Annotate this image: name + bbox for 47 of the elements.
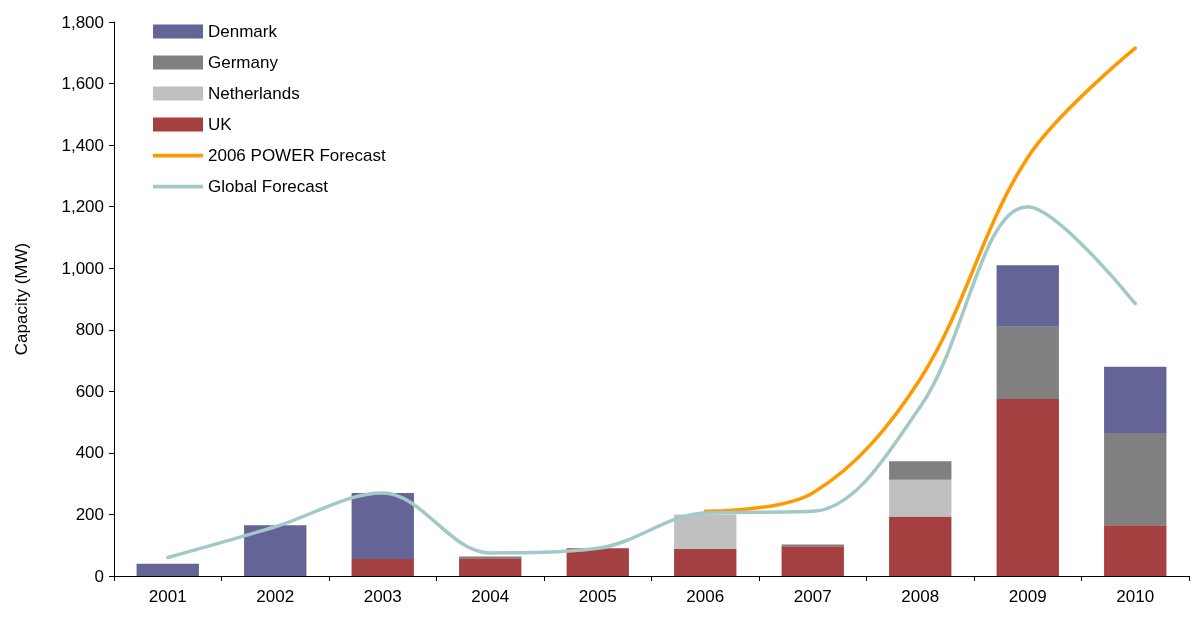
x-tick-label: 2005 <box>578 587 617 606</box>
x-tick-label: 2010 <box>1116 587 1155 606</box>
bar <box>459 558 522 576</box>
y-axis-title: Capacity (MW) <box>12 242 31 356</box>
bar <box>566 548 629 576</box>
bar <box>996 326 1059 400</box>
y-tick-label: 1,000 <box>61 258 104 278</box>
y-tick-label: 1,400 <box>61 135 104 155</box>
bar <box>244 525 307 576</box>
bar <box>674 548 737 576</box>
x-tick-label: 2008 <box>901 587 940 606</box>
x-tick-label: 2004 <box>471 587 510 606</box>
bar <box>889 479 952 517</box>
line-series <box>166 204 1137 560</box>
legend-label: Netherlands <box>208 84 300 103</box>
y-tick-label: 200 <box>75 504 104 524</box>
bar <box>889 461 952 480</box>
y-tick-label: 400 <box>75 443 104 463</box>
bar <box>674 514 737 549</box>
x-tick-label: 2007 <box>793 587 832 606</box>
legend-label: Denmark <box>208 22 278 41</box>
bar <box>351 559 414 576</box>
y-tick-label: 600 <box>75 381 104 401</box>
x-tick-label: 2003 <box>363 587 402 606</box>
y-tick-label: 0 <box>94 566 104 586</box>
bar <box>781 546 844 576</box>
legend-label: UK <box>208 115 233 134</box>
line-series <box>703 46 1137 514</box>
bar <box>351 492 414 560</box>
bar <box>889 516 952 576</box>
x-tick-label: 2002 <box>256 587 295 606</box>
x-tick-label: 2006 <box>686 587 725 606</box>
bar <box>996 265 1059 327</box>
x-tick-label: 2009 <box>1008 587 1047 606</box>
x-tick-label: 2001 <box>148 587 187 606</box>
legend-label: Global Forecast <box>208 177 329 196</box>
y-tick-label: 800 <box>75 320 104 340</box>
legend-label: Germany <box>208 53 279 72</box>
y-tick-label: 1,200 <box>61 197 104 217</box>
bar <box>1104 366 1167 433</box>
y-tick-label: 1,800 <box>61 12 104 32</box>
bar <box>996 399 1059 576</box>
bar <box>1104 525 1167 576</box>
y-tick-label: 1,600 <box>61 74 104 94</box>
legend-label: 2006 POWER Forecast <box>208 146 386 165</box>
bar <box>1104 432 1167 526</box>
bar <box>136 563 199 576</box>
